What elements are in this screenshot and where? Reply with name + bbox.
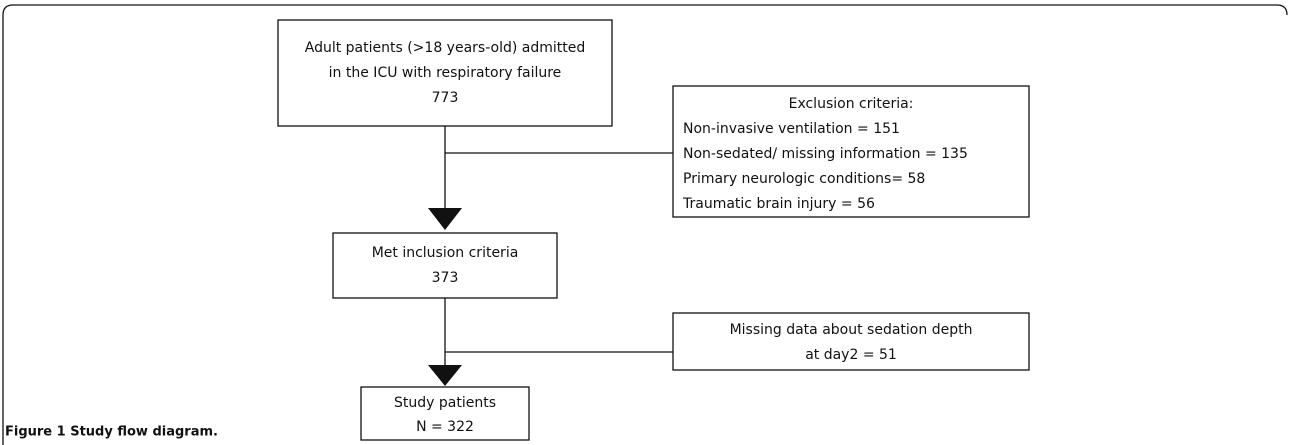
node-text: Missing data about sedation depth — [730, 322, 973, 338]
node-text: Non-invasive ventilation = 151 — [683, 121, 900, 137]
frame — [2, 4, 1288, 445]
node-text: at day2 = 51 — [805, 347, 897, 363]
caption: Figure 1 Study flow diagram. — [5, 425, 218, 440]
node-text: Adult patients (>18 years-old) admitted — [305, 40, 586, 56]
node-text: Exclusion criteria: — [789, 96, 914, 112]
node-text: Primary neurologic conditions= 58 — [683, 171, 925, 187]
node-box — [672, 312, 1030, 371]
node-text: Non-sedated/ missing information = 135 — [683, 146, 968, 162]
node-text: 373 — [432, 270, 459, 286]
arrow-head — [428, 365, 462, 386]
node-box — [360, 386, 530, 441]
node-text: Study patients — [394, 395, 496, 411]
node-text: N = 322 — [416, 419, 474, 435]
node-text: 773 — [432, 90, 459, 106]
node-text: Traumatic brain injury = 56 — [682, 196, 875, 212]
node-box — [672, 85, 1030, 218]
arrow-head — [428, 208, 462, 230]
node-text: Met inclusion criteria — [372, 245, 519, 261]
node-box — [277, 19, 613, 127]
node-text: in the ICU with respiratory failure — [329, 65, 562, 81]
node-box — [332, 232, 558, 299]
